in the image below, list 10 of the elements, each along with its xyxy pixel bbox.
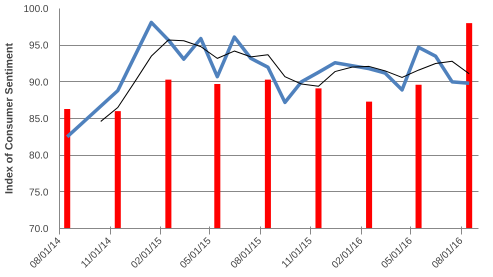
y-tick-label: 70.0	[29, 224, 49, 235]
y-tick-label: 100.0	[23, 4, 49, 15]
y-tick-label: 80.0	[29, 150, 49, 162]
y-axis-title: Index of Consumer Sentiment	[3, 42, 16, 194]
y-tick-label: 95.0	[29, 40, 49, 52]
y-tick-label: 75.0	[29, 187, 49, 198]
line-series	[100, 40, 470, 122]
line-series	[65, 20, 471, 139]
y-tick-label: 90.0	[29, 77, 49, 88]
y-tick-label: 85.0	[29, 114, 49, 125]
